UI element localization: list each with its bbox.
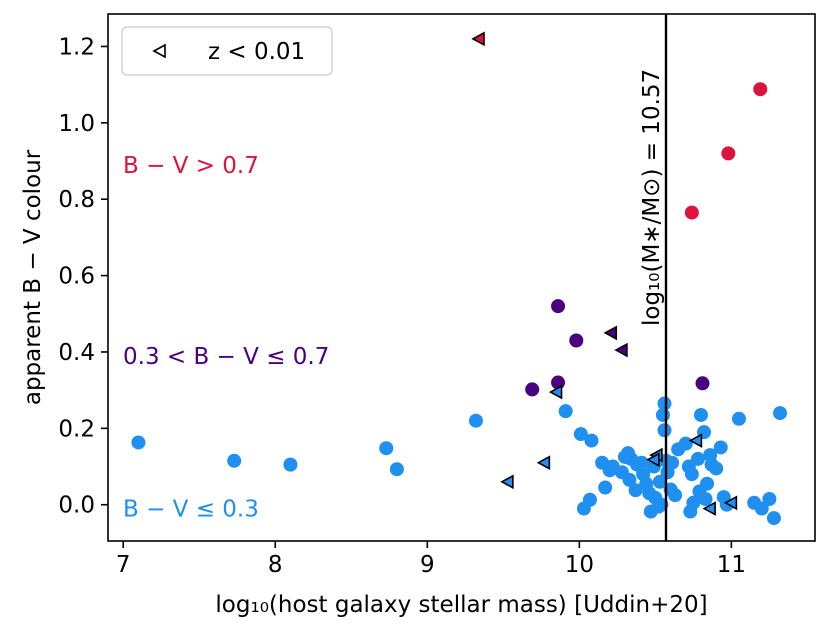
- y-tick-label: 1.2: [58, 34, 95, 60]
- region-label-b-v-0-3: B − V ≤ 0.3: [123, 497, 259, 523]
- data-point-circle: [131, 435, 146, 450]
- data-point-circle: [731, 411, 746, 426]
- data-point-circle: [678, 436, 693, 451]
- data-point-circle: [652, 474, 667, 489]
- data-point-circle: [551, 299, 566, 314]
- data-point-circle: [657, 396, 672, 411]
- data-point-circle: [721, 146, 736, 161]
- data-point-circle: [668, 488, 683, 503]
- data-point-circle: [700, 476, 715, 491]
- legend-box: [121, 26, 333, 76]
- data-point-circle: [227, 453, 242, 468]
- data-point-circle: [598, 480, 613, 495]
- y-tick-label: 0.6: [58, 264, 95, 290]
- data-point-triangle: [614, 342, 628, 358]
- x-tick-label: 10: [565, 552, 594, 578]
- data-point-circle: [695, 376, 710, 391]
- data-point-circle: [762, 491, 777, 506]
- data-point-circle: [766, 511, 781, 526]
- data-point-circle: [657, 423, 672, 438]
- data-point-circle: [389, 462, 404, 477]
- data-point-circle: [686, 495, 701, 510]
- data-point-triangle: [702, 501, 716, 516]
- y-tick-label: 0.0: [58, 493, 95, 519]
- data-point-circle: [754, 501, 769, 516]
- data-point-triangle: [548, 384, 563, 400]
- data-point-circle: [753, 82, 768, 97]
- data-point-circle: [665, 455, 680, 470]
- y-tick-label: 0.8: [58, 187, 95, 213]
- data-point-circle: [573, 427, 588, 442]
- data-point-circle: [684, 467, 699, 482]
- data-point-circle: [379, 441, 394, 456]
- data-point-circle: [525, 382, 540, 397]
- series-0-3-b-v-0-7: [525, 299, 710, 397]
- data-point-circle: [582, 492, 597, 507]
- data-point-triangle: [536, 455, 551, 471]
- series-z-0-01-0-3-b-v-0-7: [603, 325, 628, 358]
- data-point-circle: [584, 433, 599, 448]
- threshold-label: log₁₀(M∗/M⊙) = 10.57: [639, 69, 665, 326]
- data-point-circle: [628, 483, 643, 498]
- region-label-b-v-0-7: B − V > 0.7: [123, 153, 259, 179]
- x-tick-label: 7: [116, 552, 131, 578]
- data-point-triangle: [471, 31, 485, 47]
- data-point-circle: [634, 455, 649, 470]
- data-point-circle: [709, 461, 724, 476]
- data-point-circle: [693, 407, 708, 422]
- axis-ticks: 7 8 9 10 11 0.0 0.2 0.4 0.6 0.8 1.0 1.2: [58, 34, 746, 578]
- y-axis-label: apparent B − V colour: [20, 149, 46, 405]
- series-z-0-01-b-v-0-3: [500, 384, 738, 516]
- x-tick-label: 11: [717, 552, 746, 578]
- legend-label: z < 0.01: [208, 39, 305, 65]
- data-point-triangle: [646, 452, 660, 468]
- data-point-circle: [684, 205, 699, 220]
- legend-triangle-marker-icon: [152, 43, 166, 59]
- data-point-circle: [558, 404, 573, 419]
- data-point-circle: [698, 491, 713, 506]
- data-point-circle: [690, 451, 705, 466]
- data-point-triangle: [723, 495, 738, 511]
- x-tick-label: 8: [268, 552, 283, 578]
- data-point-circle: [283, 457, 298, 472]
- data-point-triangle: [688, 433, 703, 448]
- legend: z < 0.01: [121, 26, 333, 76]
- data-point-circle: [468, 413, 483, 428]
- data-point-circle: [713, 440, 728, 455]
- data-point-circle: [773, 406, 788, 421]
- series-b-v-0-3: [131, 396, 788, 526]
- data-points: [131, 31, 788, 526]
- plot-frame: [107, 13, 816, 542]
- y-tick-label: 1.0: [58, 111, 95, 137]
- data-point-circle: [569, 333, 584, 348]
- region-label-0-3-b-v-0-7: 0.3 < B − V ≤ 0.7: [123, 344, 329, 370]
- y-tick-label: 0.2: [58, 416, 95, 442]
- series-z-0-01-b-v-0-7: [471, 31, 485, 47]
- x-axis-label: log₁₀(host galaxy stellar mass) [Uddin+2…: [215, 592, 707, 618]
- data-point-triangle: [603, 325, 618, 341]
- series-b-v-0-7: [684, 82, 768, 220]
- x-tick-label: 9: [420, 552, 435, 578]
- y-tick-label: 0.4: [58, 340, 95, 366]
- data-point-circle: [622, 472, 637, 487]
- data-point-triangle: [500, 474, 514, 490]
- region-labels: B − V > 0.7 0.3 < B − V ≤ 0.7 B − V ≤ 0.3: [123, 153, 329, 523]
